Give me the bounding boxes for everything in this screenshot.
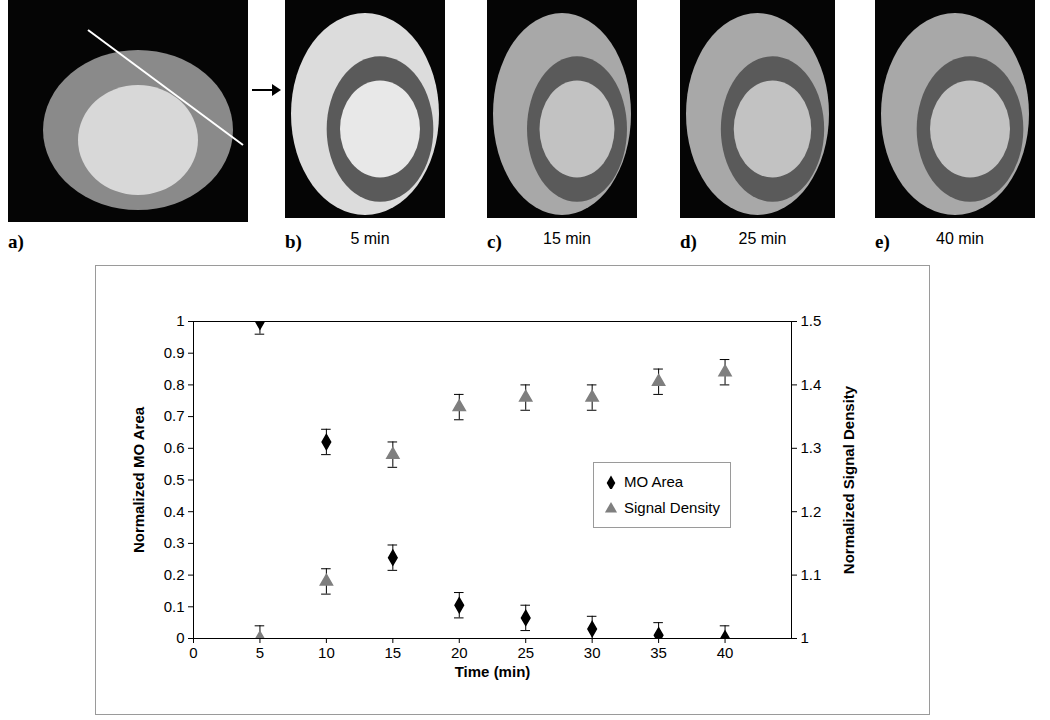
html-text:MO Area: MO Area — [624, 473, 684, 490]
svg-text:0.3: 0.3 — [164, 534, 185, 551]
svg-text:5: 5 — [256, 644, 264, 661]
svg-text:20: 20 — [451, 644, 468, 661]
svg-text:40 min: 40 min — [936, 230, 984, 247]
svg-text:1.2: 1.2 — [801, 503, 822, 520]
svg-text:1: 1 — [176, 312, 184, 329]
svg-text:1: 1 — [801, 629, 809, 646]
svg-text:0.4: 0.4 — [164, 503, 185, 520]
svg-text:d): d) — [680, 231, 697, 253]
svg-text:1.5: 1.5 — [801, 312, 822, 329]
html-text:Signal Density: Signal Density — [624, 499, 720, 516]
svg-text:a): a) — [8, 231, 24, 253]
svg-text:e): e) — [875, 231, 890, 253]
svg-text:15: 15 — [384, 644, 401, 661]
svg-text:0.2: 0.2 — [164, 566, 185, 583]
svg-text:Normalized Signal Density: Normalized Signal Density — [840, 385, 857, 574]
svg-text:1.3: 1.3 — [801, 439, 822, 456]
svg-text:0.1: 0.1 — [164, 598, 185, 615]
svg-text:0.5: 0.5 — [164, 471, 185, 488]
svg-text:b): b) — [285, 231, 302, 253]
svg-text:10: 10 — [318, 644, 335, 661]
svg-text:25: 25 — [517, 644, 534, 661]
svg-text:30: 30 — [584, 644, 601, 661]
svg-text:0.8: 0.8 — [164, 376, 185, 393]
svg-text:40: 40 — [717, 644, 734, 661]
svg-text:1.1: 1.1 — [801, 566, 822, 583]
svg-text:35: 35 — [650, 644, 667, 661]
svg-text:0.9: 0.9 — [164, 344, 185, 361]
svg-text:1.4: 1.4 — [801, 376, 822, 393]
svg-text:0.6: 0.6 — [164, 439, 185, 456]
svg-text:0: 0 — [176, 629, 184, 646]
svg-text:Time (min): Time (min) — [455, 663, 531, 680]
svg-text:5 min: 5 min — [350, 230, 389, 247]
svg-text:25 min: 25 min — [738, 230, 786, 247]
svg-text:0: 0 — [189, 644, 197, 661]
svg-text:15 min: 15 min — [543, 230, 591, 247]
svg-text:0.7: 0.7 — [164, 407, 185, 424]
svg-text:Normalized MO Area: Normalized MO Area — [130, 406, 147, 553]
svg-text:c): c) — [487, 231, 502, 253]
